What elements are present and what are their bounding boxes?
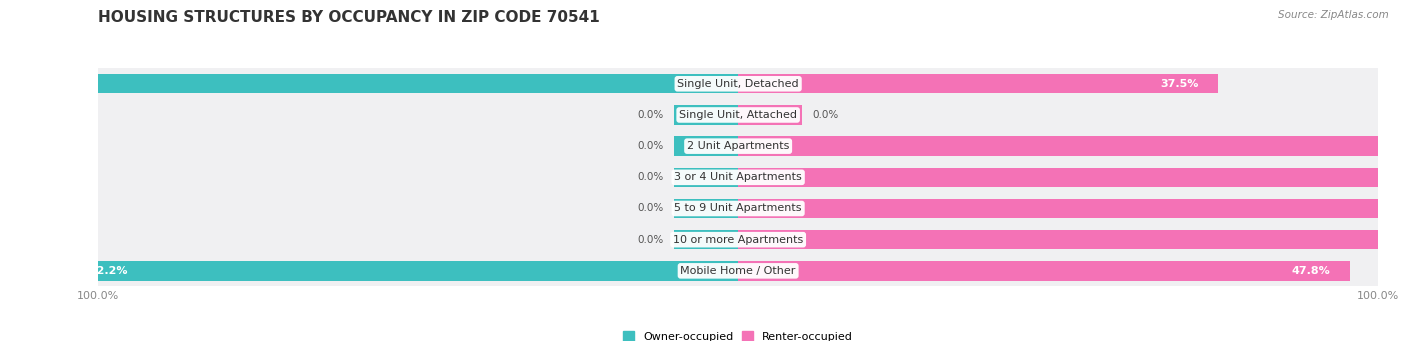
Bar [675,105,738,124]
Bar [738,199,1406,218]
Bar [738,168,1406,187]
Bar [98,99,1378,131]
Bar [738,105,801,124]
Text: 10 or more Apartments: 10 or more Apartments [673,235,803,245]
Text: 47.8%: 47.8% [1292,266,1330,276]
Text: 0.0%: 0.0% [638,204,664,213]
Text: Single Unit, Detached: Single Unit, Detached [678,79,799,89]
Bar [738,261,1350,281]
Text: 0.0%: 0.0% [638,172,664,182]
Bar [70,261,738,281]
Text: 0.0%: 0.0% [638,235,664,245]
Text: 37.5%: 37.5% [1160,79,1199,89]
Bar [738,74,1218,93]
Bar [0,74,738,93]
Text: 0.0%: 0.0% [813,110,838,120]
Text: 52.2%: 52.2% [90,266,128,276]
Text: 3 or 4 Unit Apartments: 3 or 4 Unit Apartments [675,172,801,182]
Text: Source: ZipAtlas.com: Source: ZipAtlas.com [1278,10,1389,20]
Bar [738,136,1406,156]
Bar [98,193,1378,224]
Bar [675,230,738,249]
Text: 5 to 9 Unit Apartments: 5 to 9 Unit Apartments [675,204,801,213]
Text: 0.0%: 0.0% [638,110,664,120]
Bar [675,199,738,218]
Bar [738,230,1406,249]
Text: Mobile Home / Other: Mobile Home / Other [681,266,796,276]
Text: 0.0%: 0.0% [638,141,664,151]
Bar [675,168,738,187]
Text: Single Unit, Attached: Single Unit, Attached [679,110,797,120]
Bar [98,162,1378,193]
Bar [98,68,1378,99]
Bar [675,136,738,156]
Text: HOUSING STRUCTURES BY OCCUPANCY IN ZIP CODE 70541: HOUSING STRUCTURES BY OCCUPANCY IN ZIP C… [98,10,600,25]
Bar [98,224,1378,255]
Text: 2 Unit Apartments: 2 Unit Apartments [688,141,789,151]
Legend: Owner-occupied, Renter-occupied: Owner-occupied, Renter-occupied [619,327,858,341]
Bar [98,255,1378,286]
Bar [98,131,1378,162]
